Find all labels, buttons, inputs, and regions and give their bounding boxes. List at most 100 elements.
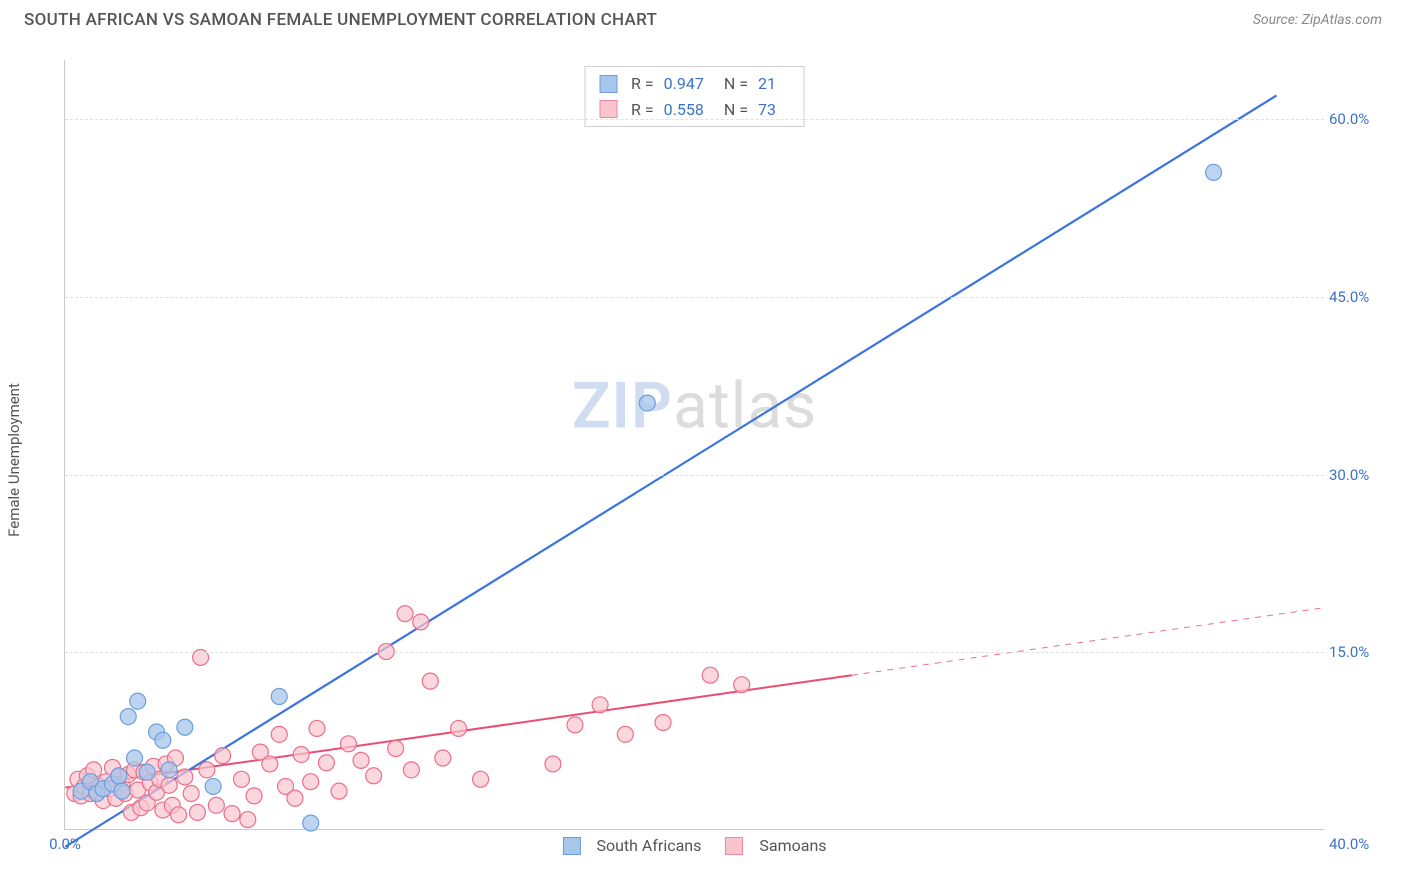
data-point: [152, 771, 168, 787]
data-point: [76, 778, 92, 794]
data-point: [655, 715, 671, 731]
data-point: [142, 775, 158, 791]
data-point: [451, 720, 467, 736]
legend-item-samoans: Samoans: [725, 836, 826, 855]
data-point: [189, 804, 205, 820]
data-point: [309, 720, 325, 736]
data-point: [161, 777, 177, 793]
data-point: [1206, 164, 1222, 180]
grid-line: [65, 652, 1324, 653]
scatter-points-layer: [65, 60, 1324, 829]
data-point: [149, 724, 165, 740]
n-label: N =: [724, 71, 748, 97]
swatch-pink-icon: [725, 837, 743, 855]
data-point: [133, 800, 149, 816]
data-point: [70, 771, 86, 787]
data-point: [340, 736, 356, 752]
data-point: [734, 677, 750, 693]
data-point: [123, 804, 139, 820]
data-point: [215, 748, 231, 764]
y-tick-label: 30.0%: [1329, 466, 1384, 484]
y-tick-label: 45.0%: [1329, 288, 1384, 306]
data-point: [177, 769, 193, 785]
data-point: [161, 762, 177, 778]
grid-line: [65, 119, 1324, 120]
data-point: [366, 768, 382, 784]
source-label: Source: ZipAtlas.com: [1253, 12, 1382, 28]
trend-line: [65, 675, 851, 787]
data-point: [101, 781, 117, 797]
data-point: [252, 744, 268, 760]
data-point: [422, 673, 438, 689]
data-point: [331, 783, 347, 799]
data-point: [155, 732, 171, 748]
legend-series: South Africans Samoans: [562, 836, 826, 855]
data-point: [136, 764, 152, 780]
legend-stats: R = 0.947 N = 21 R = 0.558 N = 73: [584, 66, 805, 127]
data-point: [105, 776, 121, 792]
data-point: [388, 741, 404, 757]
data-point: [567, 717, 583, 733]
data-point: [303, 815, 319, 831]
data-point: [89, 783, 105, 799]
data-point: [79, 768, 95, 784]
y-tick-label: 15.0%: [1329, 643, 1384, 661]
grid-line: [65, 297, 1324, 298]
data-point: [246, 788, 262, 804]
data-point: [233, 771, 249, 787]
data-point: [617, 726, 633, 742]
data-point: [224, 806, 240, 822]
plot-area: ZIPatlas R = 0.947 N = 21 R = 0.558 N = …: [64, 60, 1324, 830]
data-point: [73, 783, 89, 799]
x-tick-label: 0.0%: [49, 835, 81, 853]
watermark-left: ZIP: [572, 369, 673, 444]
data-point: [92, 778, 108, 794]
chart-container: Female Unemployment ZIPatlas R = 0.947 N…: [24, 50, 1382, 870]
data-point: [149, 784, 165, 800]
data-point: [403, 762, 419, 778]
data-point: [278, 778, 294, 794]
data-point: [111, 768, 127, 784]
legend-label: Samoans: [759, 836, 826, 855]
data-point: [86, 762, 102, 778]
trend-lines-layer: [65, 60, 1324, 829]
data-point: [155, 802, 171, 818]
data-point: [130, 782, 146, 798]
data-point: [240, 812, 256, 828]
data-point: [287, 790, 303, 806]
legend-item-south-africans: South Africans: [562, 836, 701, 855]
watermark-right: atlas: [673, 369, 817, 444]
data-point: [130, 693, 146, 709]
data-point: [108, 790, 124, 806]
data-point: [117, 786, 133, 802]
data-point: [208, 797, 224, 813]
data-point: [592, 697, 608, 713]
data-point: [318, 755, 334, 771]
data-point: [114, 783, 130, 799]
data-point: [271, 689, 287, 705]
data-point: [111, 769, 127, 785]
trend-line: [65, 95, 1276, 846]
y-axis-label: Female Unemployment: [5, 383, 23, 537]
data-point: [293, 746, 309, 762]
data-point: [262, 756, 278, 772]
data-point: [139, 764, 155, 780]
swatch-blue-icon: [599, 75, 617, 93]
data-point: [303, 774, 319, 790]
data-point: [413, 614, 429, 630]
r-label: R =: [631, 71, 654, 97]
header: SOUTH AFRICAN VS SAMOAN FEMALE UNEMPLOYM…: [0, 0, 1406, 36]
data-point: [435, 750, 451, 766]
legend-stats-row-1: R = 0.947 N = 21: [599, 71, 790, 97]
data-point: [199, 762, 215, 778]
data-point: [205, 778, 221, 794]
data-point: [139, 795, 155, 811]
y-tick-label: 60.0%: [1329, 110, 1384, 128]
data-point: [73, 788, 89, 804]
trend-line: [852, 608, 1324, 675]
watermark: ZIPatlas: [572, 369, 817, 444]
data-point: [114, 776, 130, 792]
data-point: [127, 750, 143, 766]
data-point: [82, 774, 98, 790]
data-point: [158, 756, 174, 772]
